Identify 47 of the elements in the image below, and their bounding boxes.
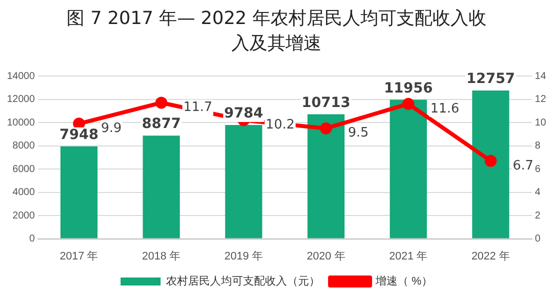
bar — [225, 125, 262, 238]
y-tick-label: 2000 — [12, 210, 36, 222]
data-label: 7948 — [59, 127, 98, 144]
x-tick-label: 2020 年 — [306, 250, 346, 262]
data-label: 12757 — [466, 71, 516, 88]
data-label: 6.7 — [512, 158, 534, 174]
x-tick-label: 2022 年 — [471, 250, 510, 262]
point — [402, 98, 414, 110]
data-label: 8877 — [142, 116, 181, 132]
y-tick-label: 6000 — [12, 164, 36, 175]
data-label: 9.5 — [348, 126, 369, 141]
y-tick-label: 10000 — [6, 117, 36, 128]
data-label: 10713 — [302, 94, 350, 111]
y2-tick-label: 14 — [534, 70, 546, 82]
y-tick-label: 14000 — [6, 70, 36, 82]
y2-tick-label: 4 — [534, 187, 541, 198]
data-label: 11.7 — [183, 100, 212, 116]
data-label: 11.6 — [430, 101, 460, 116]
x-tick-label: 2018 年 — [142, 250, 181, 262]
y2-tick-label: 12 — [534, 94, 546, 106]
legend-label: 农村居民人均可支配收入（元） — [166, 274, 320, 288]
point — [320, 122, 332, 134]
data-label: 11956 — [384, 80, 433, 96]
point — [155, 96, 168, 109]
data-label: 10.2 — [266, 118, 295, 133]
y2-tick-label: 2 — [534, 210, 541, 222]
y2-tick-label: 6 — [534, 164, 541, 175]
x-tick-label: 2021 年 — [389, 250, 428, 262]
y2-tick-label: 10 — [534, 117, 546, 128]
x-tick-label: 2019 年 — [224, 250, 263, 262]
point — [484, 154, 497, 167]
data-label: 9784 — [224, 106, 264, 122]
y2-tick-label: 0 — [534, 234, 541, 245]
y-tick-label: 8000 — [12, 140, 36, 152]
y-tick-label: 0 — [29, 234, 36, 245]
bar — [307, 114, 345, 238]
legend-label: 增速（ %） — [374, 274, 432, 288]
x-tick-label: 2017 年 — [60, 250, 98, 262]
chart-title: 图 7 2017 年— 2022 年农村居民人均可支配收入收入及其增速 — [66, 7, 488, 56]
bar — [60, 146, 98, 238]
bar — [472, 90, 510, 238]
bar — [390, 100, 427, 238]
y-tick-label: 4000 — [12, 187, 36, 198]
y-tick-label: 12000 — [6, 94, 36, 106]
y2-tick-label: 8 — [534, 140, 541, 152]
bar — [142, 136, 180, 238]
data-label: 9.9 — [100, 121, 122, 136]
